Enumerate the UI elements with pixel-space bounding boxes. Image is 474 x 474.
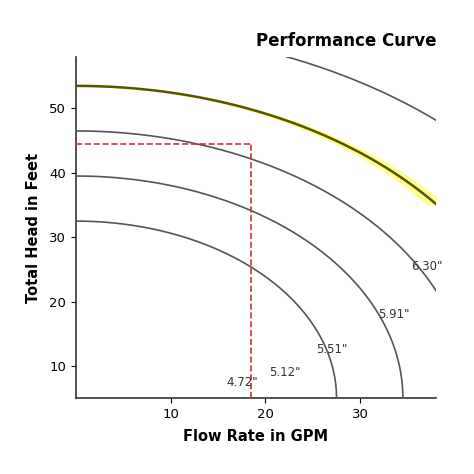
Text: 5.12": 5.12"	[269, 366, 300, 379]
Text: 5.51": 5.51"	[316, 343, 347, 356]
Text: Performance Curve: Performance Curve	[255, 32, 436, 50]
Y-axis label: Total Head in Feet: Total Head in Feet	[26, 153, 41, 302]
Text: 4.72": 4.72"	[226, 375, 257, 389]
X-axis label: Flow Rate in GPM: Flow Rate in GPM	[183, 429, 328, 444]
Text: 6.30": 6.30"	[411, 260, 442, 273]
Text: 5.91": 5.91"	[378, 308, 409, 321]
